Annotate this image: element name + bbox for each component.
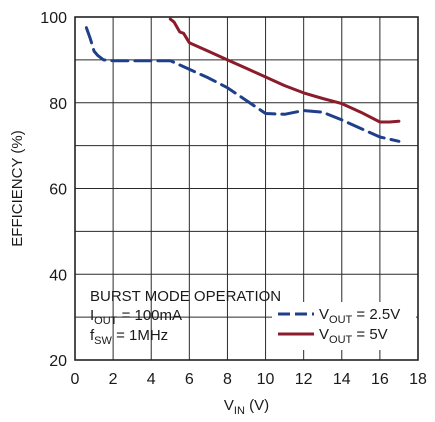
legend: VOUT = 2.5V VOUT = 5V bbox=[272, 302, 416, 350]
series-line-vout-2p5v bbox=[84, 26, 401, 143]
annotation-iout-main: I bbox=[90, 307, 94, 324]
data-series bbox=[84, 17, 401, 143]
legend-label-vout-2p5v: VOUT = 2.5V bbox=[319, 306, 400, 326]
annotation-iout-rest: = 100mA bbox=[117, 307, 182, 324]
annotation-mode: BURST MODE OPERATION bbox=[90, 288, 281, 305]
x-tick-label: 8 bbox=[223, 371, 232, 388]
annotation-iout-sub: OUT bbox=[94, 315, 118, 327]
legend-label-vout-5v-sub: OUT bbox=[329, 334, 353, 346]
x-tick-label: 16 bbox=[371, 371, 389, 388]
legend-label-vout-2p5v-main: V bbox=[319, 306, 329, 323]
y-tick-label: 20 bbox=[49, 353, 67, 370]
series-line-vout-5v bbox=[168, 17, 401, 124]
x-tick-label: 2 bbox=[109, 371, 118, 388]
plot-frame bbox=[74, 16, 419, 361]
x-tick-label: 6 bbox=[185, 371, 194, 388]
x-tick-label: 12 bbox=[295, 371, 313, 388]
legend-label-vout-5v-main: V bbox=[319, 326, 329, 343]
annotation-fsw-sub: SW bbox=[94, 335, 112, 347]
annotation-fsw-main: f bbox=[90, 327, 95, 344]
legend-label-vout-5v: VOUT = 5V bbox=[319, 326, 388, 346]
x-axis-title-unit: (V) bbox=[245, 397, 269, 414]
y-tick-label: 100 bbox=[40, 10, 67, 27]
y-axis-title: EFFICIENCY (%) bbox=[9, 130, 26, 246]
operating-conditions-annotation: BURST MODE OPERATION IOUT = 100mA fSW = … bbox=[90, 288, 281, 347]
tick-labels: 0 2 4 6 8 10 12 14 16 18 20 40 60 80 100 bbox=[40, 10, 427, 388]
x-axis-title-sub: IN bbox=[234, 405, 245, 417]
x-axis-title: VIN (V) bbox=[224, 397, 269, 417]
x-tick-label: 14 bbox=[333, 371, 351, 388]
legend-label-vout-5v-rest: = 5V bbox=[352, 326, 387, 343]
y-tick-label: 60 bbox=[49, 182, 67, 199]
annotation-fsw: fSW = 1MHz bbox=[90, 327, 168, 347]
x-tick-label: 18 bbox=[409, 371, 427, 388]
x-tick-label: 4 bbox=[147, 371, 156, 388]
annotation-fsw-rest: = 1MHz bbox=[112, 327, 168, 344]
y-tick-label: 80 bbox=[49, 96, 67, 113]
grid-lines bbox=[75, 17, 418, 360]
x-axis-title-main: V bbox=[224, 397, 234, 414]
x-tick-label: 10 bbox=[257, 371, 275, 388]
annotation-iout: IOUT = 100mA bbox=[90, 307, 182, 327]
legend-background bbox=[272, 302, 416, 350]
legend-label-vout-2p5v-sub: OUT bbox=[329, 314, 353, 326]
legend-label-vout-2p5v-rest: = 2.5V bbox=[352, 306, 400, 323]
x-tick-label: 0 bbox=[71, 371, 80, 388]
y-tick-label: 40 bbox=[49, 267, 67, 284]
